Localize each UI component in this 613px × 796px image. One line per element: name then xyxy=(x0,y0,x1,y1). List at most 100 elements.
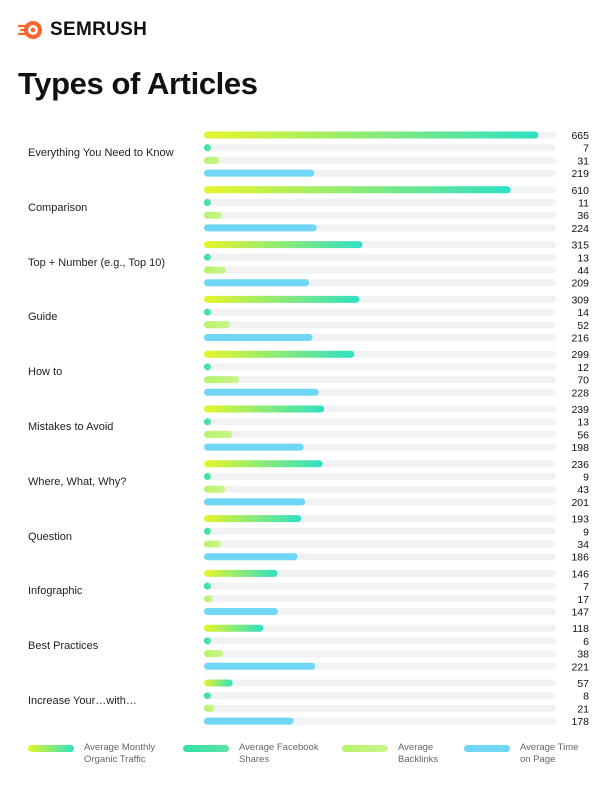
data-label: 221 xyxy=(571,661,589,673)
data-label: 44 xyxy=(577,265,589,277)
bar-traffic xyxy=(204,186,511,194)
bar-traffic xyxy=(204,569,278,577)
legend-swatch-traffic xyxy=(28,745,74,752)
legend-label-time: Average Time on Page xyxy=(520,742,579,765)
bar-time xyxy=(204,717,294,725)
bar-time xyxy=(204,443,304,451)
bar-track xyxy=(204,321,556,329)
data-label: 70 xyxy=(577,375,589,387)
bar-shares xyxy=(204,582,211,590)
bar-backlinks xyxy=(204,211,223,219)
legend-item-backlinks: Average Backlinks xyxy=(342,742,458,766)
bar-track xyxy=(204,144,556,152)
bar-track xyxy=(204,308,556,316)
brand-name: SEMRUSH xyxy=(50,19,148,40)
data-label: 9 xyxy=(583,526,589,538)
data-label: 21 xyxy=(577,703,589,715)
bar-track xyxy=(204,156,556,164)
bar-backlinks xyxy=(204,430,233,438)
bar-backlinks xyxy=(204,266,227,274)
bar-track xyxy=(204,704,556,712)
bar-time xyxy=(204,169,315,177)
bar-traffic xyxy=(204,295,360,303)
bar-shares xyxy=(204,144,211,152)
category-label: Guide xyxy=(28,311,58,324)
bar-time xyxy=(204,498,306,506)
bar-time xyxy=(204,279,310,287)
data-label: 236 xyxy=(571,459,589,471)
data-label: 610 xyxy=(571,185,589,197)
bar-track xyxy=(204,430,556,438)
bar-traffic xyxy=(204,624,264,632)
legend-swatch-time xyxy=(464,745,510,752)
data-label: 12 xyxy=(577,362,589,374)
bar-time xyxy=(204,608,278,615)
bar-track xyxy=(204,253,556,261)
page-title: Types of Articles xyxy=(18,66,258,101)
bar-traffic xyxy=(204,515,302,523)
data-label: 7 xyxy=(583,143,589,155)
bar-backlinks xyxy=(204,156,220,164)
data-label: 219 xyxy=(571,168,589,180)
bar-shares xyxy=(204,308,212,316)
data-label: 52 xyxy=(577,320,589,332)
bar-track xyxy=(204,485,556,493)
bar-backlinks xyxy=(204,376,240,384)
legend-label-shares: Average Facebook Shares xyxy=(239,742,319,765)
data-label: 178 xyxy=(571,716,589,728)
data-label: 56 xyxy=(577,429,589,441)
bar-track xyxy=(204,624,556,632)
data-label: 8 xyxy=(583,691,589,703)
category-label: Infographic xyxy=(28,585,83,598)
data-label: 193 xyxy=(571,514,589,526)
bar-track xyxy=(204,650,556,658)
bar-track xyxy=(204,363,556,371)
bar-chart: 6657312196101136224315134420930914522162… xyxy=(204,130,589,728)
bar-traffic xyxy=(204,131,539,139)
bar-shares xyxy=(204,199,211,206)
data-label: 665 xyxy=(571,130,589,142)
data-label: 7 xyxy=(583,581,589,593)
bar-traffic xyxy=(204,405,325,413)
category-label: Increase Your…with… xyxy=(28,695,137,708)
data-label: 38 xyxy=(577,649,589,661)
bar-track xyxy=(204,540,556,548)
bar-backlinks xyxy=(204,540,222,548)
data-label: 186 xyxy=(571,552,589,564)
bar-track xyxy=(204,679,556,687)
bar-traffic xyxy=(204,460,323,468)
data-label: 11 xyxy=(578,198,589,210)
bar-time xyxy=(204,334,313,341)
legend-label-traffic: Average Monthly Organic Traffic xyxy=(84,742,156,765)
data-label: 309 xyxy=(571,294,589,306)
category-label: Best Practices xyxy=(28,640,99,653)
bar-track xyxy=(204,376,556,384)
data-label: 13 xyxy=(577,417,589,429)
bar-traffic xyxy=(204,679,233,687)
bar-shares xyxy=(204,418,211,426)
data-label: 315 xyxy=(571,240,589,252)
data-label: 6 xyxy=(583,636,589,648)
data-label: 209 xyxy=(571,278,589,290)
bar-track xyxy=(204,582,556,590)
data-label: 118 xyxy=(572,623,589,635)
bar-traffic xyxy=(204,241,363,249)
bar-shares xyxy=(204,363,211,371)
category-label: How to xyxy=(28,366,63,379)
category-label: Where, What, Why? xyxy=(28,475,127,488)
semrush-flame-icon xyxy=(18,21,42,39)
legend-item-time: Average Time on Page xyxy=(464,742,590,766)
bar-track xyxy=(204,569,556,577)
bar-track xyxy=(204,473,556,480)
bar-time xyxy=(204,388,319,396)
bar-track xyxy=(204,692,556,700)
data-label: 198 xyxy=(571,442,589,454)
legend-label-backlinks: Average Backlinks xyxy=(398,742,439,765)
bar-shares xyxy=(204,253,211,261)
category-label: Top + Number (e.g., Top 10) xyxy=(28,256,166,269)
bar-track xyxy=(204,211,556,219)
data-label: 13 xyxy=(577,252,589,264)
semrush-logo: SEMRUSH xyxy=(18,19,147,41)
bar-track xyxy=(204,266,556,274)
data-label: 43 xyxy=(577,484,589,496)
